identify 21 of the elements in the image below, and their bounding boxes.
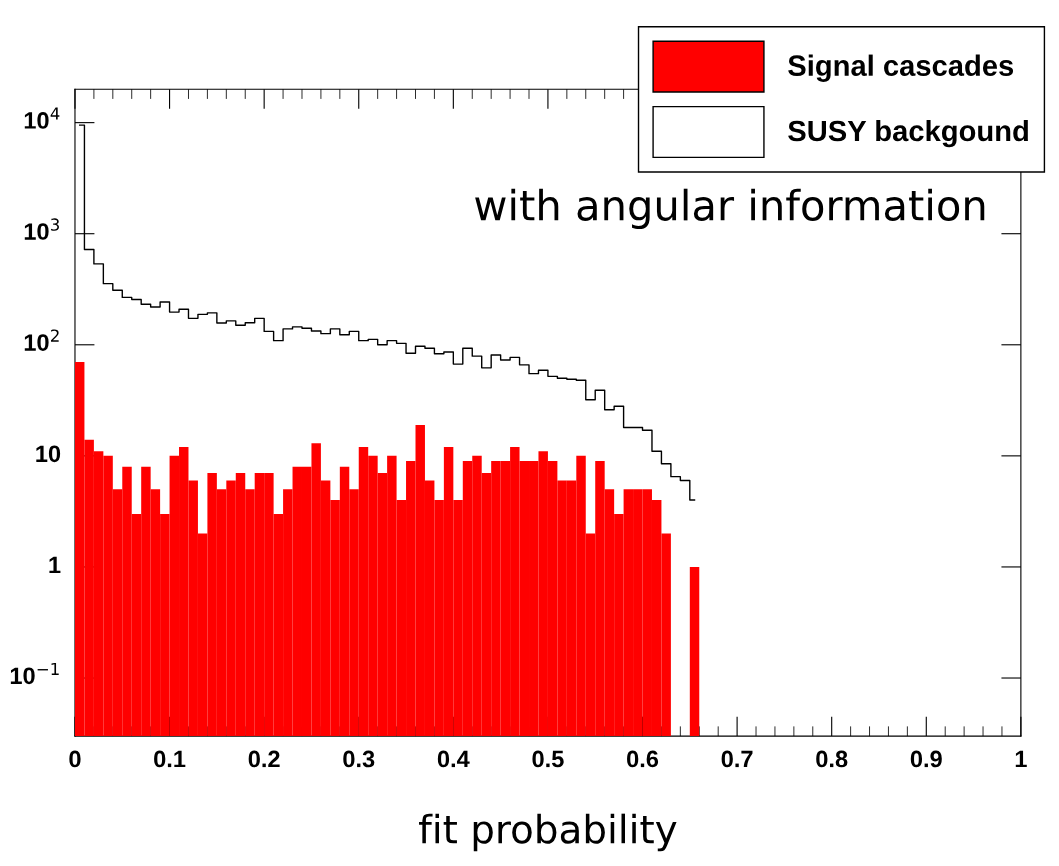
y-tick-label: 10$^{3}$ bbox=[24, 218, 59, 240]
x-tick-label: 0.2 bbox=[248, 750, 280, 768]
x-tick-label: 0.6 bbox=[627, 750, 659, 768]
x-tick-label: 0 bbox=[69, 750, 81, 768]
legend-label: SUSY backgound bbox=[788, 119, 1028, 148]
y-tick-label: 10$^{4}$ bbox=[24, 107, 60, 129]
annotation: with angular information bbox=[475, 188, 985, 230]
x-tick-label: 0.8 bbox=[816, 750, 848, 768]
x-tick-label: 0.4 bbox=[437, 750, 470, 768]
legend-label: Signal cascades bbox=[788, 54, 1014, 82]
y-tick-label: 10$^{2}$ bbox=[24, 329, 59, 351]
x-tick-label: 0.7 bbox=[721, 750, 753, 768]
y-tick-label: 10$^{−1}$ bbox=[10, 662, 59, 685]
x-tick-label: 0.9 bbox=[910, 750, 942, 768]
x-tick-label: 0.3 bbox=[343, 750, 375, 768]
x-axis-title: fit probability bbox=[419, 813, 677, 852]
x-tick-label: 1 bbox=[1015, 750, 1027, 768]
y-tick-label: 1 bbox=[49, 556, 61, 574]
x-tick-label: 0.1 bbox=[154, 750, 186, 768]
y-tick-label: 10 bbox=[36, 445, 61, 463]
x-tick-label: 0.5 bbox=[532, 750, 564, 768]
